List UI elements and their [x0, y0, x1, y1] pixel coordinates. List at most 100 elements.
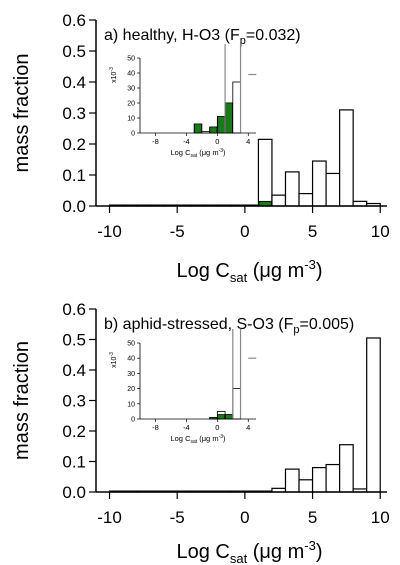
y-axis-label: mass fraction: [11, 54, 33, 173]
panel-title-text: aphid-stressed, S-O3 (: [123, 316, 285, 333]
inset-y-multiplier: x10-3: [109, 352, 118, 368]
inset-highlight-bar: [209, 126, 218, 134]
inset-x-axis-label: Log Csat (μg m-3): [170, 434, 226, 445]
y-tick-label: 0.2: [62, 422, 86, 441]
inset-y-tick-label: 50: [127, 56, 135, 63]
histogram-bar: [257, 138, 273, 207]
inset-y-tick-label: 30: [127, 371, 135, 378]
y-axis-label-text: mass fraction: [11, 54, 33, 173]
x-axis-label-unit: (μg m: [247, 260, 304, 282]
fp-label: F: [284, 316, 294, 333]
inset-y-mult-sup: -3: [109, 352, 115, 357]
inset-y-tick-label: 0: [131, 417, 135, 424]
panel-title-text: healthy, H-O3 (: [123, 27, 231, 44]
y-axis-label-text: mass fraction: [11, 341, 33, 460]
inset-x-tick-label: 0: [215, 137, 219, 146]
inset-y-tick-label: 20: [127, 386, 135, 393]
y-tick-label: 0.6: [62, 11, 86, 30]
y-tick-label: 0.4: [62, 361, 86, 380]
inset-highlight-bar: [217, 116, 225, 134]
y-axis-label: mass fraction: [11, 341, 33, 460]
inset-highlight-bar: [194, 123, 202, 134]
histogram-bar: [311, 467, 327, 493]
x-axis-label-sup: -3: [304, 257, 316, 272]
inset-y-tick-label: 40: [127, 71, 135, 78]
histogram-bar: [311, 160, 327, 207]
inset-x-tick-label: 4: [246, 423, 250, 432]
inset-y-tick-label: 10: [127, 401, 135, 408]
inset-x-tick-label: -4: [183, 423, 190, 432]
panel-title: a) healthy, H-O3 (Fp=0.032): [104, 27, 301, 47]
fp-label: F: [230, 27, 240, 44]
inset-y-mult-sup: -3: [109, 67, 115, 72]
inset-x-label-sub: sat: [190, 439, 197, 445]
y-tick-label: 0.0: [62, 483, 86, 502]
inset-y-tick-label: 10: [127, 116, 135, 123]
y-tick-label: 0.2: [62, 135, 86, 154]
histogram-bar: [325, 463, 341, 493]
y-tick-label: 0.1: [62, 453, 86, 472]
chart-panel-a: 0.0 0.1 0.2 0.3 0.4 0.5 0.6 -10 -5 0 5 10 mass fract…: [11, 11, 390, 285]
inset-y-multiplier: x10-3: [109, 67, 118, 83]
histogram-bar: [339, 109, 354, 207]
x-tick-label: -10: [97, 222, 122, 241]
fp-value: =0.005): [300, 316, 355, 333]
chart-panel-b: 0.0 0.1 0.2 0.3 0.4 0.5 0.6 -10 -5 0 5 10 mass fract…: [11, 300, 390, 565]
inset-highlight-bar: [225, 414, 233, 420]
x-tick-label: -5: [170, 508, 185, 527]
inset-bar: [232, 81, 241, 134]
x-axis-label: Log Csat (μg m-3): [176, 538, 322, 565]
y-tick-label: 0.4: [62, 73, 86, 92]
panel-title: b) aphid-stressed, S-O3 (Fp=0.005): [104, 316, 354, 336]
y-tick-label: 0.3: [62, 104, 86, 123]
fp-sub: p: [293, 324, 299, 336]
inset-x-tick-label: 4: [246, 137, 250, 146]
y-tick-label: 0.1: [62, 166, 86, 185]
inset-x-label-unit: (μg m: [197, 148, 218, 157]
x-tick-label: -5: [170, 222, 185, 241]
x-tick-label: 10: [371, 222, 390, 241]
inset-y-mult: x10: [111, 356, 118, 367]
inset-bar: [232, 388, 241, 420]
x-axis-label-unit: (μg m: [247, 541, 304, 563]
inset-x-label-sup: -3: [219, 148, 224, 154]
histogram-bar: [325, 172, 341, 207]
fp-sub: p: [240, 35, 246, 47]
x-tick-label: 5: [308, 508, 317, 527]
panel-label: a): [104, 27, 123, 44]
inset-x-label-main: Log C: [170, 148, 191, 157]
x-tick-label: -10: [97, 508, 122, 527]
inset-y-mult: x10: [111, 71, 118, 82]
histogram-bar: [284, 171, 300, 207]
inset-x-tick-label: -8: [152, 423, 159, 432]
inset-y-tick-label: 40: [127, 356, 135, 363]
inset-y-tick-label: 0: [131, 131, 135, 138]
fp-value: =0.032): [246, 27, 301, 44]
histogram-bar: [339, 444, 354, 493]
inset-highlight-bar: [225, 102, 233, 134]
y-tick-label: 0.0: [62, 197, 86, 216]
x-axis-label-close: ): [316, 541, 323, 563]
histogram-bar: [366, 337, 381, 493]
inset-x-label-sub: sat: [190, 153, 197, 159]
inset-x-tick-label: -8: [152, 137, 159, 146]
x-tick-label: 10: [371, 508, 390, 527]
inset-x-label-main: Log C: [170, 434, 191, 443]
inset-x-label-close: ): [223, 434, 226, 443]
panel-label: b): [104, 316, 123, 333]
y-tick-label: 0.5: [62, 331, 86, 350]
x-tick-label: 0: [240, 222, 249, 241]
x-axis-label: Log Csat (μg m-3): [176, 257, 322, 285]
inset-x-axis-label: Log Csat (μg m-3): [170, 148, 226, 159]
histogram-bar: [271, 194, 287, 207]
inset-y-tick-label: 50: [127, 341, 135, 348]
histogram-bar: [298, 193, 314, 207]
x-axis-label-main: Log C: [176, 260, 229, 282]
inset-x-label-unit: (μg m: [197, 434, 218, 443]
x-tick-label: 5: [308, 222, 317, 241]
x-axis-label-main: Log C: [176, 541, 229, 563]
y-tick-label: 0.6: [62, 300, 86, 319]
